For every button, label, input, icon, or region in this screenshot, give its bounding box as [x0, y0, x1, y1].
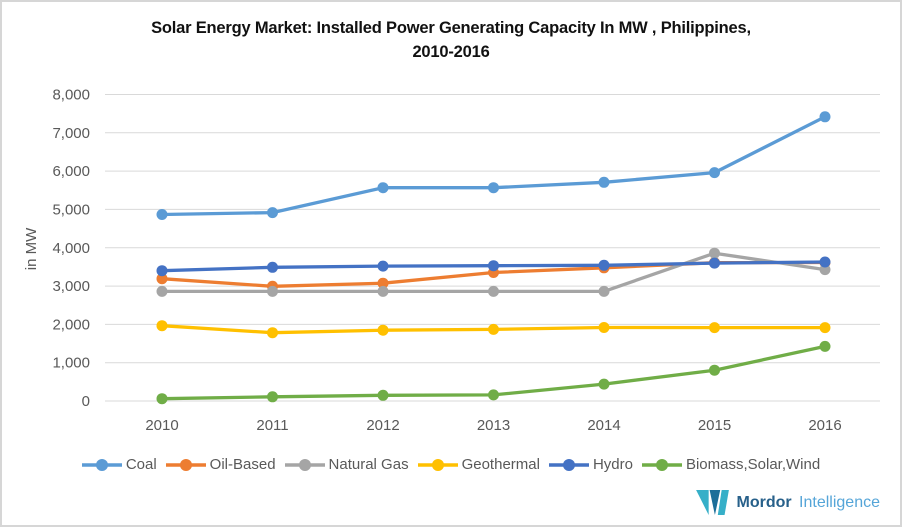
legend-item-biomass-solar-wind: Biomass,Solar,Wind [641, 456, 821, 473]
plot-area: 0 1,000 2,000 3,000 4,000 5,000 6,000 7,000 8,00… [52, 87, 880, 434]
series-marker-coal [819, 111, 831, 123]
series-marker-oil-based [377, 277, 389, 289]
series-marker-coal [156, 209, 168, 220]
legend-dot [562, 458, 575, 471]
brand-logo: Mordor Intelligence [696, 489, 880, 516]
series-marker-coal [267, 207, 278, 219]
legend-dot [95, 458, 108, 471]
series-marker-biomass-solar-wind [267, 391, 278, 403]
legend-dot [431, 458, 444, 471]
legend-marker-icon [165, 458, 206, 471]
chart-title-line1: Solar Energy Market: Installed Power Gen… [151, 19, 751, 37]
series-marker-natural-gas [709, 247, 720, 259]
legend-marker-icon [417, 458, 458, 471]
y-tick-label: 5,000 [52, 201, 90, 218]
legend-item-coal: Coal [81, 456, 157, 473]
chart-title-line2: 2010-2016 [412, 43, 490, 61]
brand-name: Mordor Intelligence [736, 493, 880, 511]
series-marker-geothermal [267, 327, 278, 339]
series-marker-biomass-solar-wind [598, 378, 610, 390]
x-tick-label: 2014 [587, 417, 620, 434]
series-marker-coal [488, 182, 499, 194]
series-marker-coal [598, 176, 610, 188]
x-tick-label: 2012 [366, 417, 399, 434]
series-marker-natural-gas [598, 285, 610, 297]
brand-name-light: Intelligence [799, 493, 880, 511]
series-line-coal [160, 115, 827, 217]
series-marker-hydro [377, 260, 389, 272]
series-marker-geothermal [156, 320, 168, 332]
series-marker-hydro [488, 260, 499, 272]
series-marker-natural-gas [156, 285, 168, 297]
mordor-logo-icon [696, 489, 730, 516]
legend-label: Biomass,Solar,Wind [685, 456, 821, 473]
series-marker-geothermal [819, 322, 831, 334]
series-marker-hydro [819, 256, 831, 268]
x-tick-label: 2015 [698, 417, 731, 434]
x-tick-label: 2010 [145, 417, 178, 434]
y-tick-label: 1,000 [52, 355, 90, 372]
legend-marker-icon [81, 458, 122, 471]
series-marker-natural-gas [488, 285, 499, 297]
series-marker-biomass-solar-wind [156, 393, 168, 405]
y-tick-label: 2,000 [52, 316, 90, 333]
series-marker-natural-gas [267, 285, 278, 297]
series-marker-natural-gas [819, 264, 831, 276]
series-marker-biomass-solar-wind [709, 364, 720, 376]
legend-label: Geothermal [461, 456, 540, 473]
legend-dot [655, 458, 668, 471]
series-marker-coal [377, 182, 389, 194]
legend-label: Natural Gas [328, 456, 409, 473]
legend-dot [179, 458, 192, 471]
series-marker-geothermal [377, 324, 389, 336]
x-tick-label: 2011 [256, 417, 288, 434]
x-tick-label: 2013 [477, 417, 510, 434]
series-marker-geothermal [709, 322, 720, 334]
legend-label: Coal [125, 456, 157, 473]
series-marker-coal [709, 167, 720, 179]
series-marker-oil-based [156, 273, 168, 285]
y-tick-label: 8,000 [52, 87, 90, 104]
legend: Coal Oil-Based Natural Gas Geothermal Hydro B… [2, 456, 900, 473]
y-tick-label: 7,000 [52, 125, 90, 142]
series-marker-biomass-solar-wind [377, 389, 389, 401]
y-tick-label: 6,000 [52, 163, 90, 180]
legend-item-hydro: Hydro [548, 456, 633, 473]
series-marker-geothermal [598, 322, 610, 333]
legend-label: Oil-Based [209, 456, 276, 473]
y-tick-label: 3,000 [52, 278, 90, 295]
x-tick-label: 2016 [808, 417, 841, 434]
series-marker-hydro [267, 261, 278, 273]
brand-name-bold: Mordor [736, 493, 792, 511]
series-marker-natural-gas [377, 285, 389, 297]
legend-label: Hydro [592, 456, 633, 473]
legend-marker-icon [548, 458, 589, 471]
legend-marker-icon [284, 458, 325, 471]
chart-title: Solar Energy Market: Installed Power Gen… [2, 16, 900, 64]
series-marker-hydro [598, 259, 610, 271]
series-marker-hydro [709, 257, 720, 269]
series-marker-geothermal [488, 323, 499, 335]
legend-dot [298, 458, 311, 471]
legend-marker-icon [641, 458, 682, 471]
series-marker-biomass-solar-wind [488, 389, 499, 401]
series-marker-hydro [156, 265, 168, 277]
legend-item-natural-gas: Natural Gas [284, 456, 409, 473]
series-marker-biomass-solar-wind [819, 340, 831, 352]
y-tick-label: 4,000 [52, 240, 90, 257]
y-tick-label: 0 [82, 393, 90, 410]
legend-item-geothermal: Geothermal [417, 456, 540, 473]
legend-item-oil-based: Oil-Based [165, 456, 276, 473]
